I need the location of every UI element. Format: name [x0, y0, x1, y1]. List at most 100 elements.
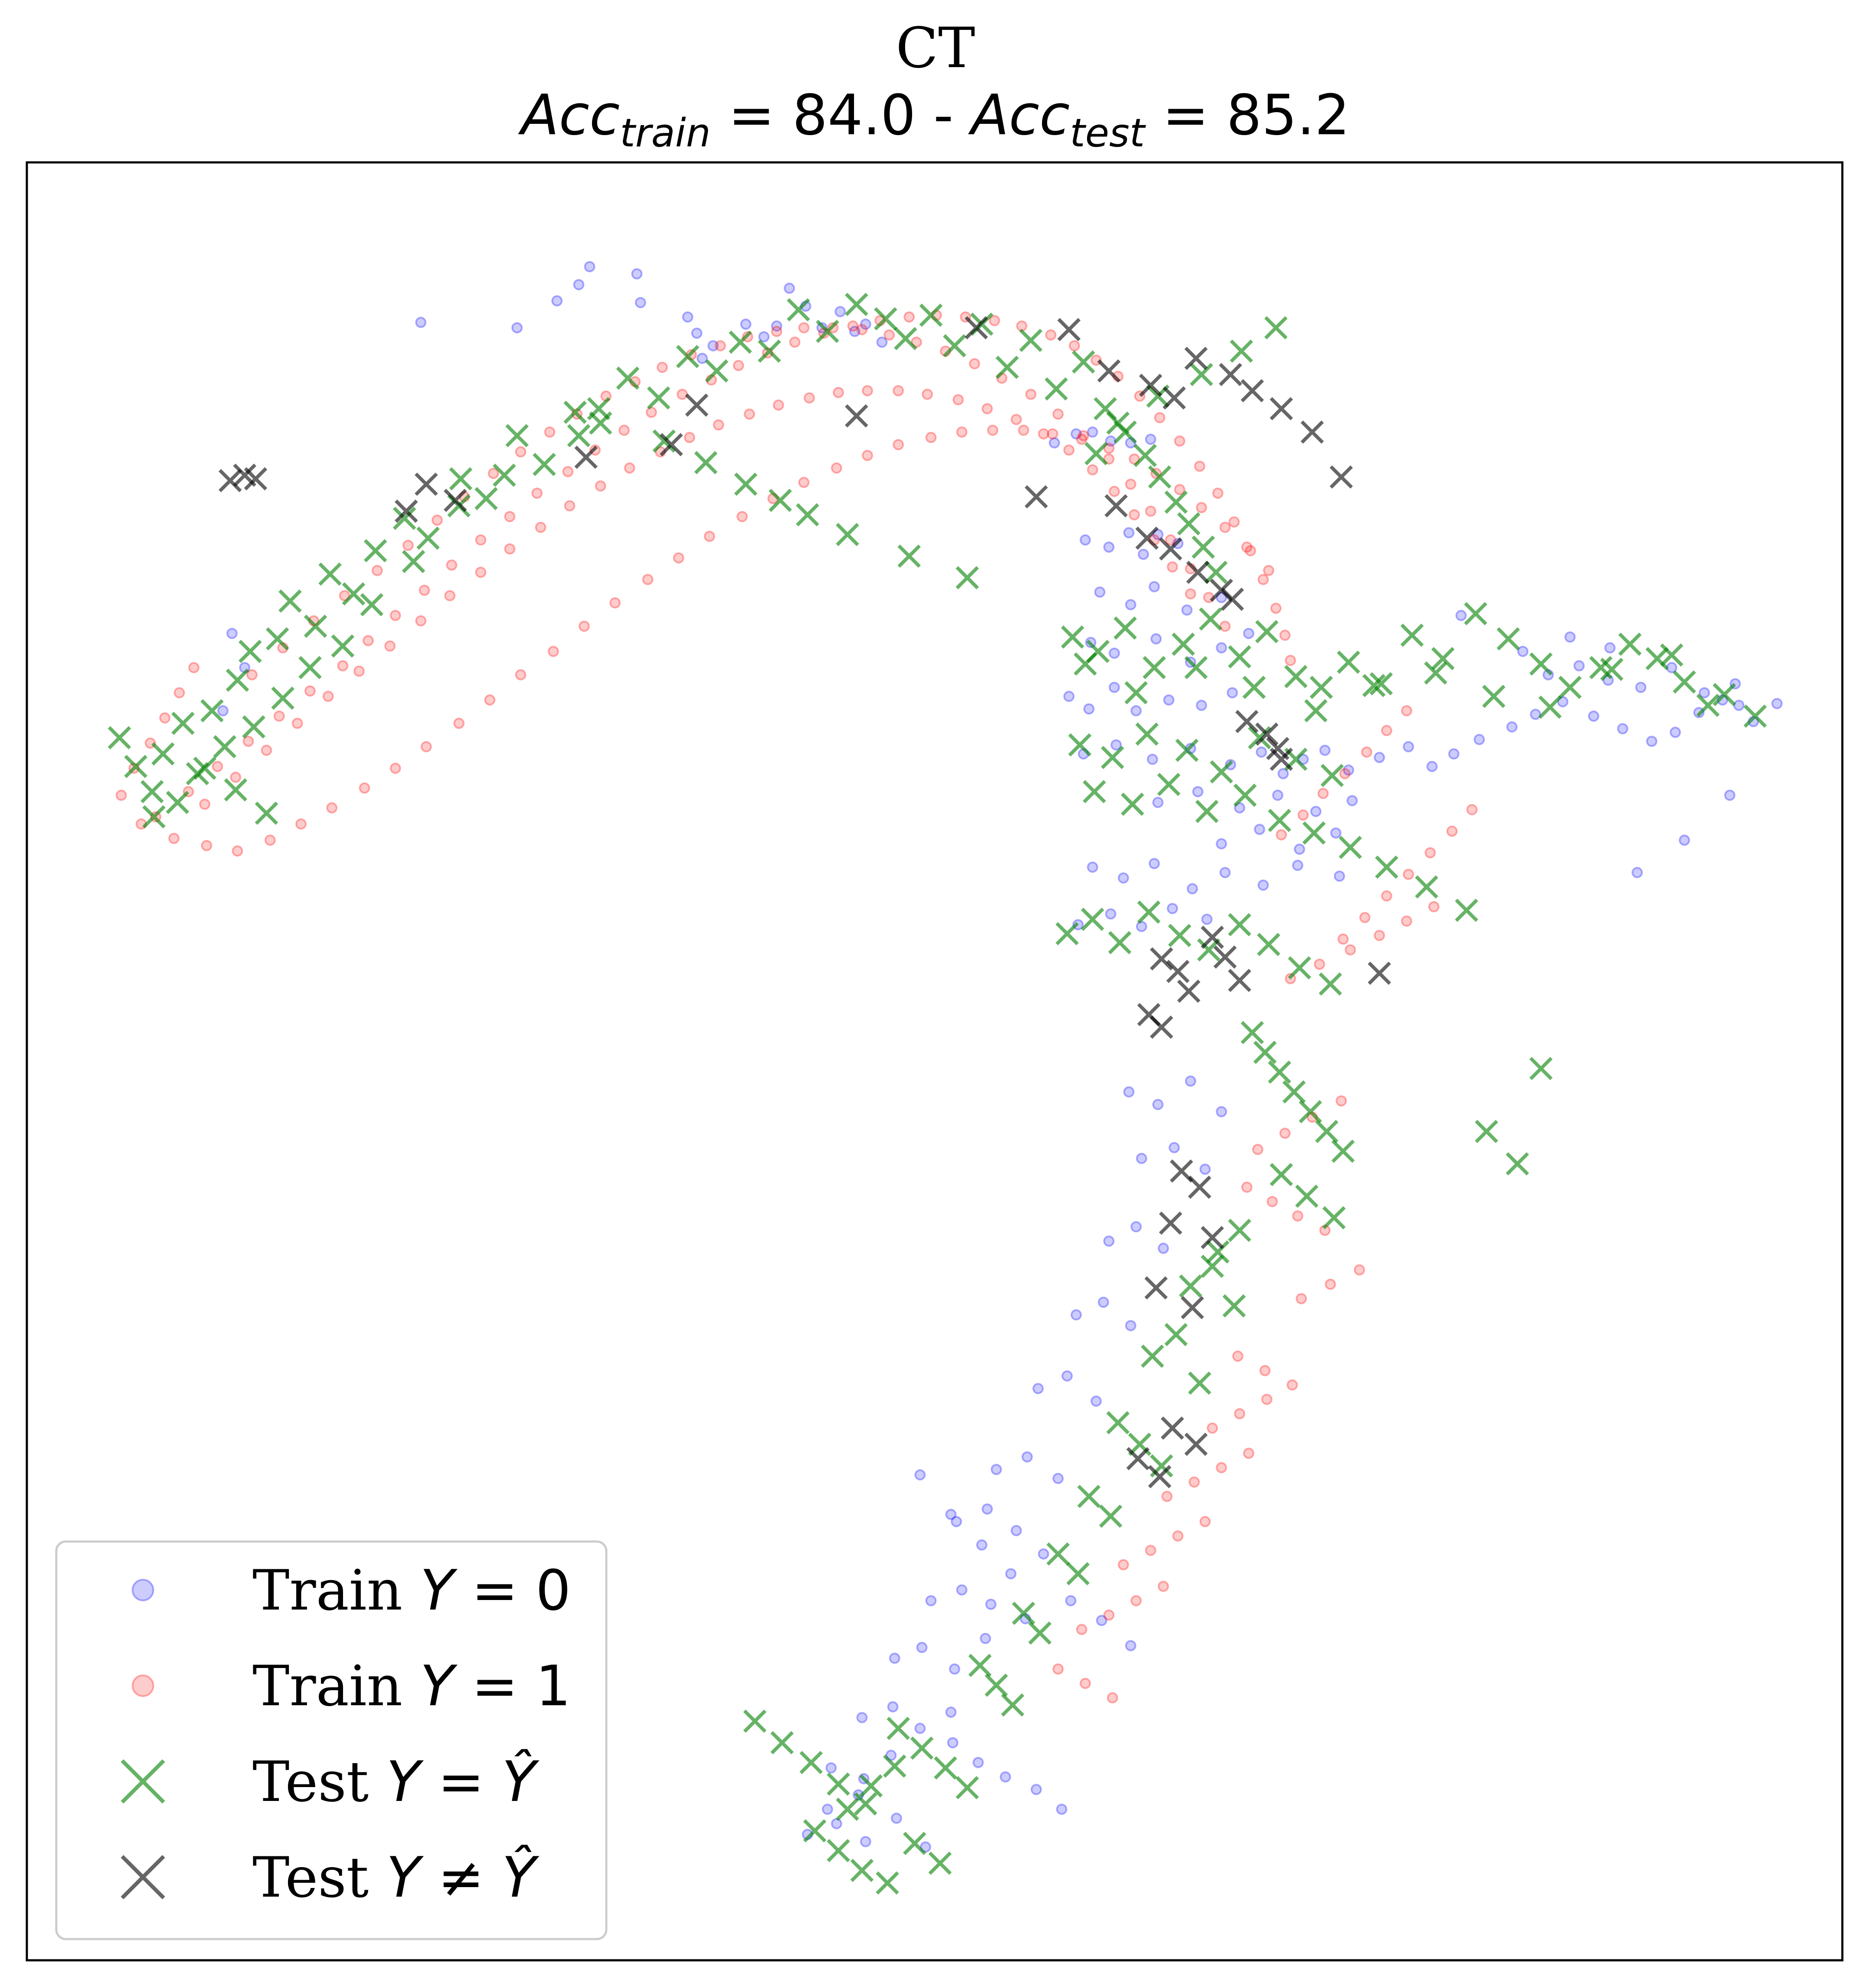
point-train0 — [1103, 1235, 1115, 1247]
plot-marks — [107, 261, 1783, 1895]
acc-train-subscript: train — [620, 110, 711, 156]
point-train1 — [1270, 602, 1282, 614]
point-train0 — [1125, 1320, 1136, 1332]
point-train1 — [1018, 424, 1029, 436]
point-wrong — [414, 472, 438, 496]
point-train0 — [1070, 1309, 1082, 1321]
point-train0 — [551, 295, 563, 307]
point-correct — [770, 1731, 794, 1755]
point-correct — [835, 523, 859, 546]
series-wrong — [218, 316, 1391, 1488]
point-train1 — [1324, 1278, 1336, 1290]
point-correct — [705, 359, 728, 383]
point-train1 — [618, 424, 630, 436]
point-correct — [402, 550, 425, 573]
point-correct — [1133, 443, 1157, 467]
point-correct — [1375, 855, 1398, 879]
point-train1 — [1252, 1144, 1264, 1155]
point-train1 — [326, 802, 338, 814]
point-train1 — [1103, 453, 1115, 465]
point-train1 — [1212, 487, 1223, 499]
point-train1 — [952, 394, 964, 406]
point-correct — [1055, 922, 1079, 946]
point-correct — [238, 640, 262, 663]
point-train0 — [822, 1804, 833, 1815]
point-correct — [1696, 694, 1720, 717]
point-train1 — [624, 462, 635, 474]
point-train1 — [291, 718, 303, 729]
point-correct — [826, 1839, 850, 1862]
point-correct — [652, 429, 676, 453]
point-correct — [876, 1871, 899, 1895]
point-correct — [1001, 1693, 1025, 1717]
point-train1 — [856, 324, 868, 336]
point-correct — [265, 627, 289, 651]
point-correct — [1253, 1041, 1277, 1064]
point-train1 — [339, 590, 350, 601]
point-train0 — [1256, 746, 1267, 758]
point-correct — [1201, 1254, 1224, 1278]
point-train1 — [1466, 804, 1478, 815]
point-train0 — [1679, 834, 1690, 846]
point-train1 — [1167, 561, 1178, 573]
point-train1 — [1428, 901, 1440, 912]
point-train1 — [715, 340, 726, 352]
point-train0 — [415, 317, 427, 328]
point-train0 — [1087, 426, 1098, 438]
point-train1 — [1279, 1128, 1291, 1139]
acc-separator: - — [916, 83, 971, 148]
point-correct — [1269, 1163, 1293, 1186]
point-correct — [1322, 1206, 1346, 1230]
point-correct — [803, 1819, 827, 1843]
point-correct — [1077, 1484, 1101, 1508]
point-correct — [224, 778, 247, 802]
point-train1 — [684, 432, 696, 443]
point-correct — [142, 805, 166, 829]
point-train1 — [798, 477, 810, 488]
point-train1 — [1336, 1095, 1347, 1107]
point-correct — [1284, 665, 1308, 689]
point-train0 — [682, 311, 693, 323]
point-train1 — [1068, 340, 1080, 352]
point-correct — [1255, 620, 1278, 643]
point-train0 — [1000, 1771, 1011, 1783]
point-correct — [845, 293, 868, 316]
point-train0 — [1292, 860, 1304, 871]
point-correct — [1019, 329, 1043, 352]
point-train1 — [1188, 1476, 1200, 1488]
point-wrong — [1213, 945, 1237, 969]
point-train0 — [831, 1818, 842, 1830]
point-train0 — [1216, 1106, 1227, 1118]
point-correct — [796, 503, 819, 527]
point-train0 — [1294, 844, 1305, 855]
point-train1 — [1381, 725, 1392, 737]
point-train0 — [1604, 642, 1616, 654]
point-wrong — [1181, 1296, 1204, 1319]
point-train1 — [1339, 768, 1351, 779]
point-train0 — [1573, 660, 1585, 672]
point-correct — [1228, 1219, 1252, 1242]
point-correct — [799, 1751, 823, 1775]
point-train1 — [535, 521, 547, 533]
point-train0 — [1187, 883, 1198, 895]
point-wrong — [1166, 960, 1190, 983]
point-correct — [416, 526, 440, 550]
point-train0 — [1038, 1548, 1049, 1560]
point-train1 — [771, 326, 783, 337]
point-train0 — [1032, 1383, 1044, 1394]
point-train0 — [860, 1836, 871, 1847]
legend-label-train1: Train Y = 1 — [252, 1654, 571, 1719]
point-train0 — [1130, 1221, 1142, 1232]
point-train1 — [1076, 1624, 1087, 1636]
point-train0 — [1226, 687, 1238, 698]
point-correct — [1295, 1184, 1319, 1208]
point-correct — [1228, 645, 1252, 669]
point-train1 — [1275, 829, 1287, 840]
point-train0 — [217, 705, 229, 717]
point-correct — [331, 634, 355, 658]
point-train0 — [920, 1841, 932, 1853]
point-correct — [1081, 908, 1104, 931]
point-train1 — [1107, 1692, 1118, 1704]
point-correct — [826, 1772, 850, 1796]
point-train1 — [389, 763, 401, 774]
